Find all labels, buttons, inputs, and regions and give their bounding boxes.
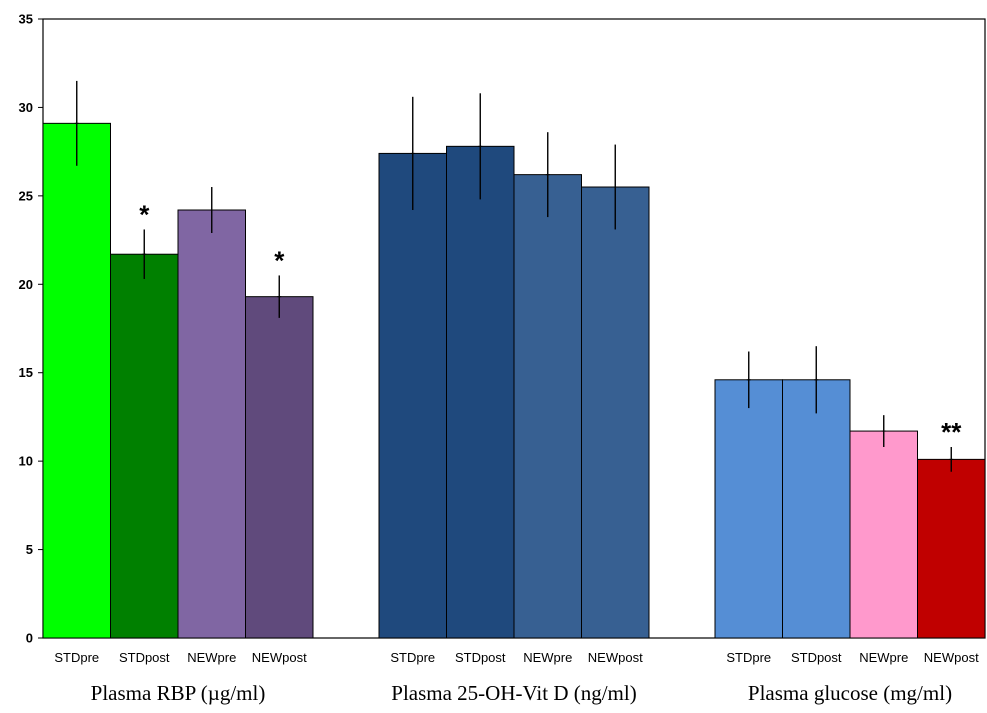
bar	[513, 174, 582, 639]
x-tick-label: NEWpre	[859, 650, 908, 665]
bar	[177, 209, 246, 639]
y-tick-label: 10	[19, 454, 33, 469]
y-tick-label: 15	[19, 365, 33, 380]
x-tick-label: NEWpost	[924, 650, 979, 665]
group-label: Plasma RBP (µg/ml)	[91, 681, 266, 705]
group-label: Plasma 25-OH-Vit D (ng/ml)	[391, 681, 636, 705]
bar	[446, 145, 515, 639]
significance-marker: *	[274, 245, 285, 275]
labels: STDpre STDpost * NEWpre NEWpost * Plasma RBP (…	[54, 199, 979, 705]
group-label: Plasma glucose (mg/ml)	[748, 681, 952, 705]
bar	[245, 296, 314, 639]
x-tick-label: STDpost	[791, 650, 842, 665]
y-tick-label: 25	[19, 188, 33, 203]
bar	[782, 379, 851, 639]
significance-marker: *	[139, 199, 150, 229]
bar	[581, 186, 650, 639]
bar	[110, 253, 179, 639]
bar	[917, 458, 986, 639]
y-tick-label: 35	[19, 12, 33, 27]
y-tick-label: 30	[19, 100, 33, 115]
bars	[42, 80, 986, 639]
bar	[378, 152, 447, 639]
y-tick-label: 0	[26, 631, 33, 646]
bar	[714, 379, 783, 639]
significance-marker: **	[941, 417, 962, 447]
x-tick-label: NEWpre	[523, 650, 572, 665]
x-tick-label: STDpre	[390, 650, 435, 665]
x-tick-label: NEWpost	[252, 650, 307, 665]
x-tick-label: STDpre	[726, 650, 771, 665]
y-tick-label: 5	[26, 542, 33, 557]
bar	[849, 430, 918, 639]
y-tick-label: 20	[19, 277, 33, 292]
x-tick-label: NEWpre	[187, 650, 236, 665]
x-tick-label: STDpost	[455, 650, 506, 665]
x-tick-label: STDpre	[54, 650, 99, 665]
x-tick-label: STDpost	[119, 650, 170, 665]
x-tick-label: NEWpost	[588, 650, 643, 665]
bar	[42, 122, 111, 639]
